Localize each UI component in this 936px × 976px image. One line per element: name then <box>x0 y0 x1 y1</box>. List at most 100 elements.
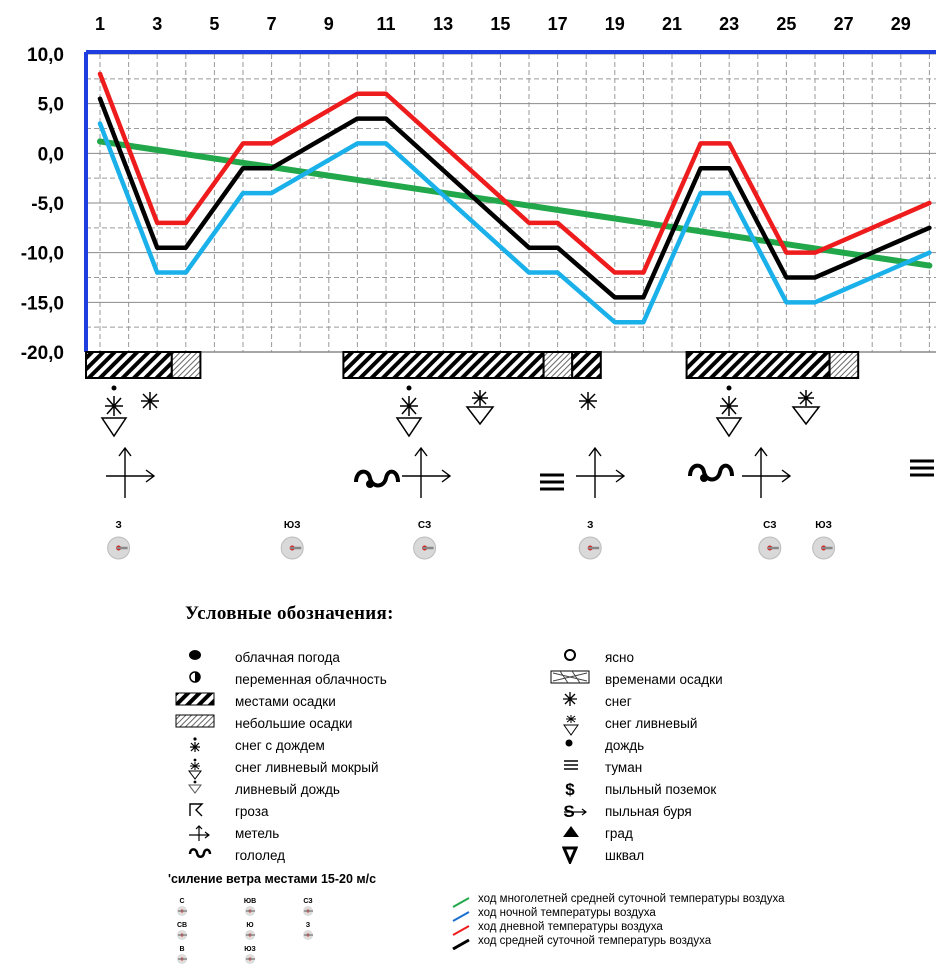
line-legend-label: ход многолетней средней суточной темпера… <box>478 893 785 905</box>
blizzard-icon <box>402 446 452 498</box>
y-tick-label: -5,0 <box>31 194 64 215</box>
blizzard-icon <box>742 446 792 498</box>
chart-series <box>97 71 933 325</box>
wind-arrow-icon <box>240 953 260 967</box>
x-tick-label: 13 <box>433 14 453 34</box>
x-tick-labels: 1 3 5 7 9 11 13 15 17 19 21 23 25 27 29 <box>95 14 911 34</box>
legend-item-label: местами осадки <box>235 694 336 709</box>
series-line <box>97 71 932 275</box>
x-tick-label: 21 <box>662 14 682 34</box>
legend-item-label: град <box>605 826 633 841</box>
series-line <box>97 121 932 325</box>
x-tick-label: 1 <box>95 14 105 34</box>
snow-icon <box>562 692 578 711</box>
wind-direction-label: ЮЗ <box>244 946 256 953</box>
legend-item-label: метель <box>235 826 280 841</box>
wind-direction-item: В <box>172 946 192 967</box>
weather-symbols <box>100 385 821 438</box>
x-tick-label: 19 <box>605 14 625 34</box>
snow-shower-icon <box>791 390 821 426</box>
wind-direction-label: СЗ <box>303 898 313 905</box>
wind-direction-label: СВ <box>176 922 188 929</box>
x-tick-label: 5 <box>209 14 219 34</box>
y-tick-label: -20,0 <box>21 343 64 364</box>
line-legend-label: ход средней суточной температурь воздуха <box>478 935 712 947</box>
legend-item-label: гололед <box>235 848 286 863</box>
wind-direction-item: ЮЗ <box>240 946 260 967</box>
thunderstorm-icon <box>187 802 205 823</box>
wind-arrow-icon <box>172 929 192 943</box>
snow-shower-icon <box>465 390 495 426</box>
x-tick-label: 15 <box>490 14 510 34</box>
wind-direction-item: СЗ <box>298 898 318 919</box>
intermittent-precip-icon <box>550 670 590 689</box>
wind-arrow-icon <box>240 929 260 943</box>
sleet-icon <box>187 736 203 759</box>
y-tick-label: 0,0 <box>38 144 64 165</box>
wet-snow-shower-icon <box>395 385 423 438</box>
wind-direction-item: ЮВ <box>240 898 260 919</box>
wind-note: 'силение ветра местами 15-20 м/с <box>168 872 377 886</box>
dust-drift-icon: $ <box>562 780 578 803</box>
precip-bar <box>342 351 545 379</box>
legend-item-label: снег с дождем <box>235 738 325 753</box>
wind-badges: З ЮЗ СЗ З СЗ ЮЗ <box>107 520 836 560</box>
rain-shower-icon <box>187 780 203 799</box>
light-precip-icon <box>175 714 215 733</box>
legend-item-label: снег ливневый мокрый <box>235 760 379 775</box>
wet-snow-shower-icon <box>715 385 743 438</box>
y-tick-label: 10,0 <box>27 45 64 66</box>
snow-shower-icon <box>562 714 580 741</box>
wind-direction-label: З <box>587 520 593 531</box>
legend-title: Условные обозначения: <box>185 603 394 624</box>
wind-direction-item: С <box>172 898 192 919</box>
x-tick-label: 9 <box>324 14 334 34</box>
wind-direction-label: СЗ <box>763 520 776 531</box>
legend-item-label: туман <box>605 760 643 775</box>
glaze-ice-icon <box>688 463 734 482</box>
clear-icon <box>562 648 578 667</box>
partly-cloudy-icon <box>187 670 203 688</box>
local-precip-icon <box>175 692 215 711</box>
legend-item-label: снег ливневый <box>605 716 698 731</box>
wind-direction-item: З <box>298 922 318 943</box>
rain-icon <box>562 736 576 754</box>
legend-item-label: переменная облачность <box>235 672 387 687</box>
blizzard-icon <box>106 446 156 498</box>
wind-direction-item: Ю <box>240 922 260 943</box>
wind-direction-item: СВ <box>172 922 192 943</box>
legend-item-label: гроза <box>235 804 269 819</box>
glaze-ice-icon <box>187 846 213 864</box>
fog-icon <box>562 758 580 776</box>
wind-direction-label: ЮЗ <box>815 520 832 531</box>
line-legend-swatch <box>452 909 470 922</box>
wind-arrow-icon <box>240 905 260 919</box>
legend-item-label: снег <box>605 694 632 709</box>
series-line <box>97 96 932 300</box>
wind-direction-label: ЮВ <box>243 898 257 905</box>
legend-item-label: ливневый дождь <box>235 782 340 797</box>
line-legend-label: ход дневной температуры воздуха <box>478 921 663 933</box>
wind-direction-label: В <box>179 946 185 953</box>
wind-arrow-icon <box>298 929 318 943</box>
fog-icon <box>910 459 934 477</box>
legend-item-label: пыльная буря <box>605 804 692 819</box>
wind-direction-label: С <box>179 898 185 905</box>
y-tick-label: 5,0 <box>38 95 64 116</box>
snow-icon <box>579 392 597 410</box>
svg-text:S: S <box>563 802 574 820</box>
legend-item-label: пыльный поземок <box>605 782 717 797</box>
x-tick-label: 27 <box>834 14 854 34</box>
svg-text:$: $ <box>565 780 575 798</box>
line-legend-swatch <box>452 937 470 951</box>
wind-arrow-icon <box>172 905 192 919</box>
precip-bar <box>571 351 602 379</box>
precip-bar <box>685 351 831 379</box>
y-tick-label: -15,0 <box>21 293 64 314</box>
precip-bar <box>542 351 574 379</box>
line-legend-label: ход ночной температуры воздуха <box>478 907 656 919</box>
line-legend-swatch <box>452 923 470 936</box>
blizzard-icon <box>187 824 213 847</box>
line-legend-swatch <box>452 895 470 908</box>
x-tick-label: 23 <box>719 14 739 34</box>
